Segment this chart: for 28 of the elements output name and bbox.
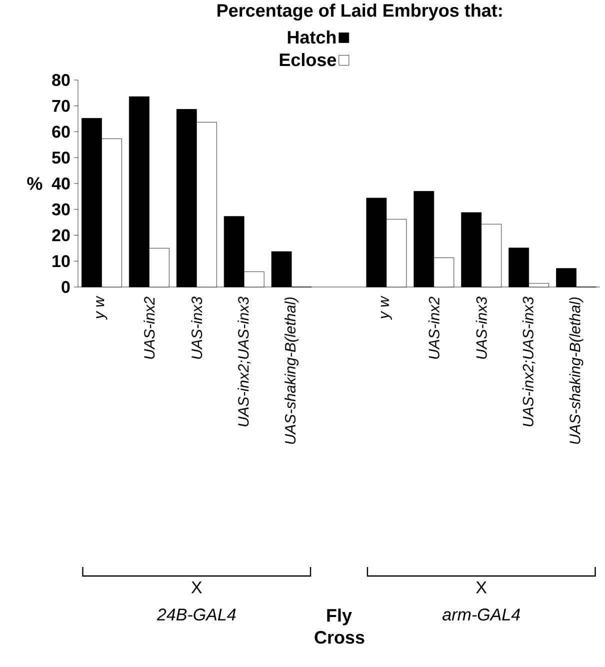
y-tick-label: 80 (52, 74, 70, 86)
text: arm-GAL4 (442, 608, 520, 621)
x-tick-label: UAS-inx2;UAS-inx3 (522, 296, 536, 426)
x-tick-label: UAS-inx2 (428, 296, 440, 359)
x-tick-label: UAS-shaking-B(lethal) (569, 297, 584, 444)
y-tick-label: 60 (52, 126, 70, 138)
y-tick-label: 70 (52, 100, 70, 112)
y-tick-label: 40 (52, 177, 70, 190)
x-tick-label: UAS-inx3 (476, 296, 487, 359)
legend-label: Eclose (280, 52, 336, 66)
y-axis-title: % (27, 177, 42, 190)
legend-label: Hatch (288, 30, 336, 44)
y-tick-label: 50 (52, 152, 70, 164)
text: Fly Cross (314, 608, 364, 644)
text: X (191, 582, 202, 594)
text: X (476, 582, 487, 594)
text: 24B-GAL4 (156, 608, 236, 621)
x-tick-label: UAS-shaking-B(lethal) (284, 297, 299, 444)
x-tick-label: y w (96, 296, 108, 320)
x-tick-label: y w (380, 296, 392, 320)
x-tick-label: UAS-inx2 (144, 296, 155, 359)
y-tick-label: 20 (52, 229, 70, 242)
chart-title: Percentage of Laid Embryos that: (218, 4, 502, 20)
x-tick-label: UAS-inx2;UAS-inx3 (238, 296, 250, 426)
y-tick-label: 0 (62, 280, 70, 294)
y-tick-label: 30 (52, 203, 70, 216)
y-tick-label: 10 (52, 255, 70, 268)
x-tick-label: UAS-inx3 (191, 296, 202, 359)
